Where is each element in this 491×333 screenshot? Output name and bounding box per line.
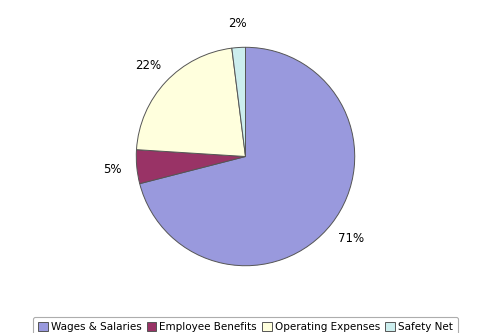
Legend: Wages & Salaries, Employee Benefits, Operating Expenses, Safety Net: Wages & Salaries, Employee Benefits, Ope…	[33, 317, 458, 333]
Wedge shape	[232, 47, 246, 157]
Wedge shape	[136, 150, 246, 184]
Wedge shape	[136, 48, 246, 157]
Wedge shape	[140, 47, 355, 266]
Text: 22%: 22%	[136, 59, 162, 72]
Text: 2%: 2%	[228, 17, 246, 30]
Text: 5%: 5%	[104, 163, 122, 175]
Text: 71%: 71%	[338, 232, 364, 245]
